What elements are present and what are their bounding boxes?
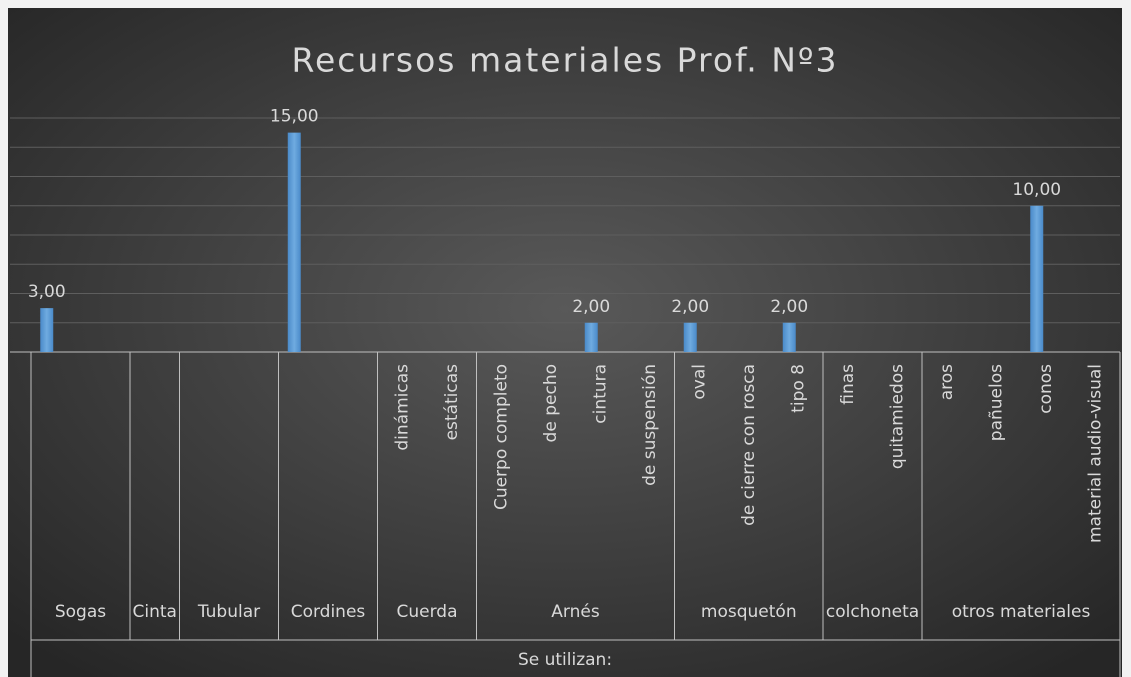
group-label: Cinta (133, 602, 177, 622)
x-tick-label: de pecho (541, 364, 561, 442)
group-label: mosquetón (701, 602, 797, 622)
group-label: Arnés (551, 602, 600, 622)
x-tick-label: material audio-visual (1085, 364, 1105, 543)
group-label: Sogas (55, 602, 106, 622)
data-label: 10,00 (1012, 180, 1061, 200)
bar (287, 132, 301, 352)
x-tick-label: oval (689, 364, 709, 400)
data-label: 2,00 (671, 297, 709, 317)
data-label: 2,00 (572, 297, 610, 317)
x-tick-label: tipo 8 (788, 364, 808, 413)
group-label: otros materiales (952, 602, 1091, 622)
x-tick-label: de suspensión (640, 364, 660, 486)
bar (40, 308, 54, 352)
bar (782, 322, 796, 352)
bar (584, 322, 598, 352)
x-tick-label: quitamiedos (887, 364, 907, 469)
chart-background (8, 8, 1122, 677)
x-tick-label: de cierre con rosca (739, 364, 759, 526)
x-tick-label: cintura (590, 364, 610, 424)
data-label: 15,00 (270, 107, 319, 127)
x-tick-label: estáticas (442, 364, 462, 441)
data-label: 3,00 (28, 282, 66, 302)
bar (683, 322, 697, 352)
data-label: 2,00 (770, 297, 808, 317)
group-label: Cuerda (396, 602, 457, 622)
chart-title: Recursos materiales Prof. Nº3 (292, 41, 839, 80)
x-axis-title: Se utilizan: (518, 650, 612, 670)
x-tick-label: Cuerpo completo (491, 364, 511, 510)
x-tick-label: dinámicas (392, 364, 412, 451)
group-label: Tubular (197, 602, 260, 622)
x-tick-label: pañuelos (986, 364, 1006, 441)
bar (1030, 205, 1044, 352)
x-tick-label: aros (937, 364, 957, 400)
x-tick-label: conos (1036, 364, 1056, 414)
x-tick-label: finas (838, 364, 858, 405)
group-label: Cordines (291, 602, 366, 622)
group-label: colchoneta (826, 602, 919, 622)
